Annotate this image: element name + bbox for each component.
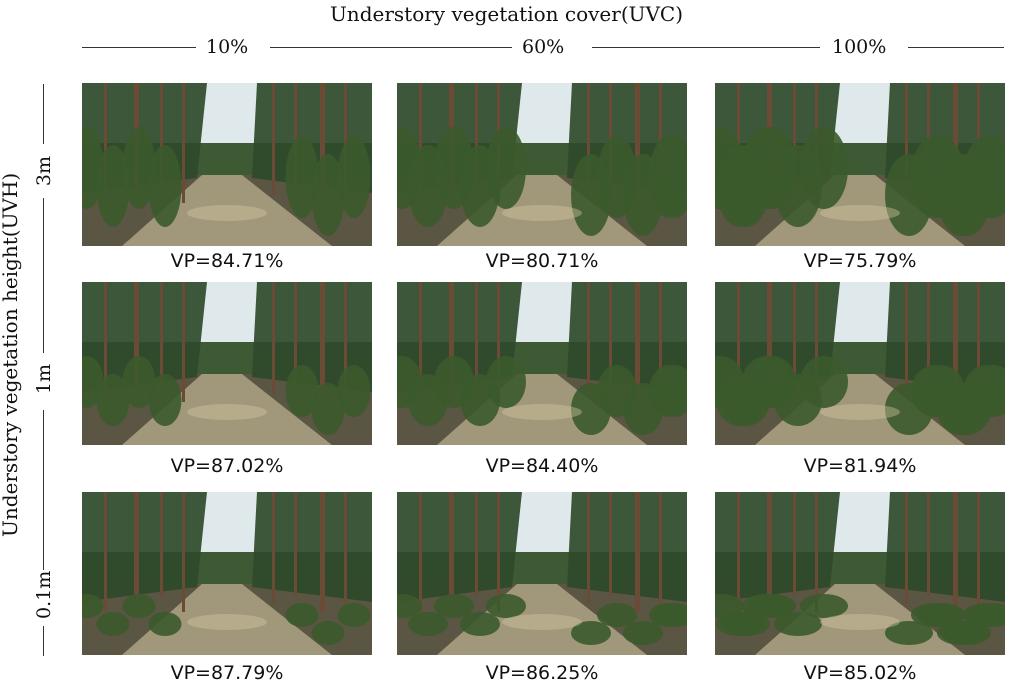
x-level-10: 10% [200,36,255,58]
y-level-1m: 1m [33,363,55,395]
x-axis-line-seg3 [592,47,820,48]
x-axis-line-seg2 [270,47,512,48]
forest-scene-image [82,83,372,246]
forest-scene-image [397,83,687,246]
forest-scene-image [82,492,372,655]
vp-label: VP=81.94% [803,455,917,477]
y-level-0-1m: 0.1m [33,570,55,619]
vp-label: VP=87.79% [170,662,284,684]
vp-label: VP=85.02% [803,662,917,684]
y-axis-line-seg3 [43,410,44,570]
forest-scene-image [715,83,1005,246]
forest-scene-image [82,282,372,445]
vp-label: VP=87.02% [170,455,284,477]
x-level-60: 60% [516,36,571,58]
y-axis-line-seg4 [43,626,44,656]
y-axis-line-seg2 [43,198,44,353]
x-axis-line-seg1 [82,47,196,48]
forest-scene-image [397,282,687,445]
forest-scene-image [715,492,1005,655]
vp-label: VP=84.71% [170,250,284,272]
y-axis-title: Understory vegetation height(UVH) [0,172,22,537]
x-level-100: 100% [826,36,893,58]
vp-label: VP=84.40% [485,455,599,477]
vp-label: VP=86.25% [485,662,599,684]
x-axis-title: Understory vegetation cover(UVC) [329,2,684,26]
vp-label: VP=75.79% [803,250,917,272]
forest-scene-image [715,282,1005,445]
y-axis-line-seg1 [43,84,44,144]
y-level-3m: 3m [33,155,55,187]
x-axis-line-seg4 [908,47,1004,48]
forest-scene-image [397,492,687,655]
vp-label: VP=80.71% [485,250,599,272]
